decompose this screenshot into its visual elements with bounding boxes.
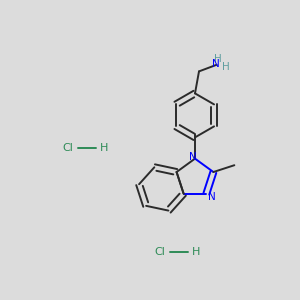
Text: H: H xyxy=(214,54,221,64)
Text: N: N xyxy=(208,192,215,202)
Text: H: H xyxy=(100,143,108,153)
Text: N: N xyxy=(189,152,197,162)
Text: H: H xyxy=(192,247,200,257)
Text: N: N xyxy=(212,59,220,69)
Text: Cl: Cl xyxy=(154,247,165,257)
Text: Cl: Cl xyxy=(63,143,74,153)
Text: H: H xyxy=(222,62,230,72)
